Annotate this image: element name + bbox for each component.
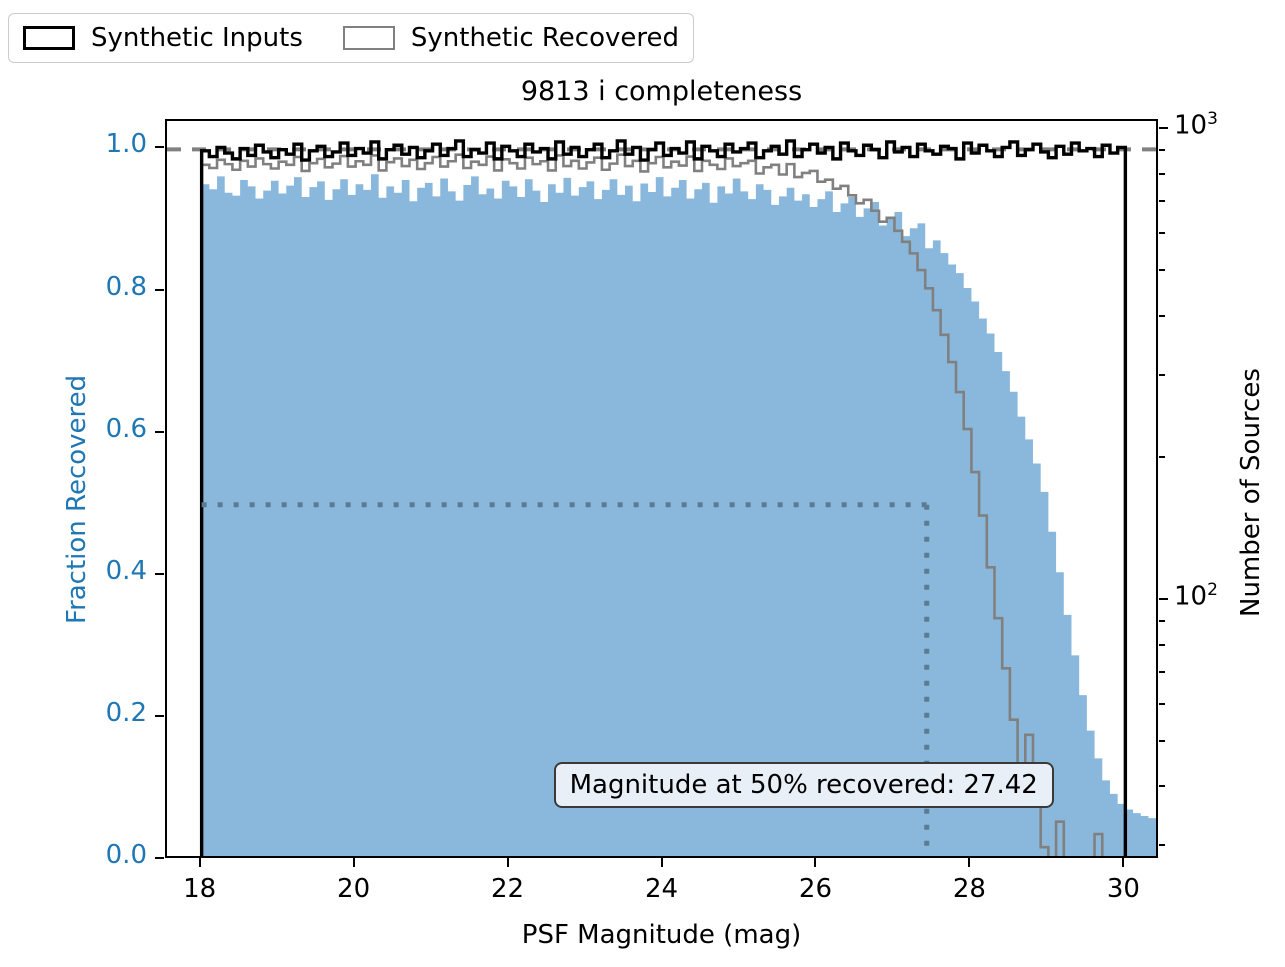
y-tick-mark	[155, 572, 164, 575]
y-tick-label: 0.4	[105, 555, 147, 586]
y2-tick-minor	[1159, 739, 1165, 742]
y2-tick-minor	[1159, 619, 1165, 622]
y2-tick-minor	[1159, 314, 1165, 317]
y2-tick-label: 103	[1174, 109, 1218, 142]
y-tick-mark	[155, 714, 164, 717]
x-tick-mark	[968, 858, 971, 867]
x-tick-label: 30	[1106, 874, 1140, 904]
x-tick-mark	[660, 858, 663, 867]
y2-tick-mark	[1159, 598, 1168, 601]
y-tick-label: 0.0	[105, 840, 147, 870]
plot-canvas	[167, 121, 1156, 856]
x-tick-label: 18	[183, 874, 217, 904]
y2-tick-mark	[1159, 127, 1168, 130]
x-tick-label: 20	[337, 874, 371, 904]
y-tick-mark	[155, 857, 164, 859]
y-tick-label: 1.0	[105, 129, 147, 160]
x-tick-mark	[198, 858, 201, 867]
y2-tick-minor	[1159, 671, 1165, 674]
annotation-magnitude-50: Magnitude at 50% recovered: 27.42	[553, 762, 1054, 809]
y2-tick-minor	[1159, 231, 1165, 234]
y2-tick-minor	[1159, 844, 1165, 847]
legend-label-synthetic-inputs: Synthetic Inputs	[91, 23, 303, 53]
legend-swatch-synthetic-recovered	[342, 26, 395, 50]
y2-tick-minor	[1159, 702, 1165, 705]
legend-entry-synthetic-inputs[interactable]: Synthetic Inputs	[23, 23, 303, 53]
chart-title: 9813 i completeness	[520, 76, 803, 107]
fraction-recovered-histogram	[201, 174, 1156, 856]
y2-tick-minor	[1159, 785, 1165, 788]
y-axis-label-right: Number of Sources	[1236, 367, 1266, 617]
y2-tick-minor	[1159, 269, 1165, 272]
legend-swatch-synthetic-inputs	[23, 26, 75, 50]
chart-graphics	[167, 139, 1156, 856]
y-tick-label: 0.2	[105, 697, 147, 728]
x-tick-label: 22	[490, 874, 525, 904]
y2-tick-minor	[1159, 373, 1165, 376]
y2-tick-minor	[1159, 173, 1165, 176]
y2-tick-minor	[1159, 148, 1165, 151]
y-tick-mark	[155, 288, 164, 291]
y-axis-label-left: Fraction Recovered	[62, 374, 92, 624]
y-tick-label: 0.8	[105, 271, 147, 302]
y2-tick-minor	[1159, 200, 1165, 203]
x-tick-label: 26	[798, 874, 832, 904]
legend-entry-synthetic-recovered[interactable]: Synthetic Recovered	[342, 23, 680, 53]
x-tick-mark	[1122, 858, 1125, 867]
y-tick-mark	[155, 430, 164, 433]
y2-tick-label: 102	[1174, 580, 1218, 612]
y2-tick-minor	[1159, 643, 1165, 646]
x-tick-label: 28	[952, 874, 986, 904]
plot-area	[165, 119, 1158, 858]
x-tick-label: 24	[644, 874, 679, 904]
x-tick-mark	[506, 858, 509, 867]
y-tick-mark	[155, 146, 164, 149]
synthetic-inputs-step	[199, 139, 1128, 856]
legend-label-synthetic-recovered: Synthetic Recovered	[410, 23, 680, 53]
y2-tick-minor	[1159, 456, 1165, 459]
legend: Synthetic Inputs Synthetic Recovered	[8, 13, 695, 63]
x-tick-mark	[814, 858, 817, 867]
y-tick-label: 0.6	[105, 413, 147, 444]
x-axis-label: PSF Magnitude (mag)	[521, 920, 802, 950]
x-tick-mark	[352, 858, 355, 867]
